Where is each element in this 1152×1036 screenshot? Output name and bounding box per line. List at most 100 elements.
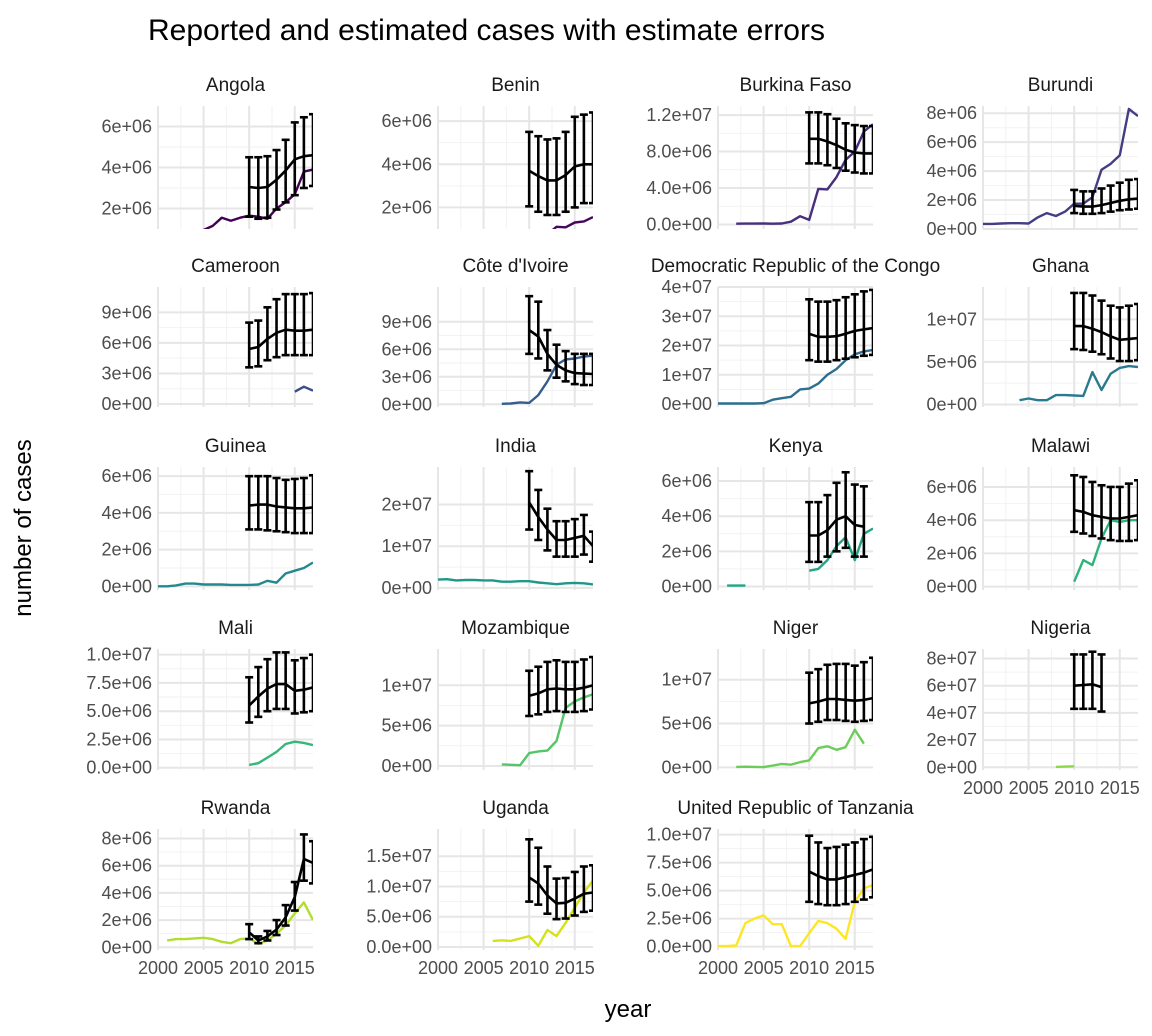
reported-cases-line xyxy=(736,728,865,769)
estimated-cases-line xyxy=(808,696,873,705)
y-tick-label: 1.0e+07 xyxy=(86,645,152,665)
panel-0: 2e+06 4e+06 6e+06 Angola xyxy=(101,75,313,229)
panel-data xyxy=(245,291,313,393)
y-tick-label: 0e+00 xyxy=(926,577,977,597)
panel-15: 0e+00 2e+07 4e+07 6e+07 8e+07 Nigeria 2000 2005… xyxy=(926,618,1139,798)
facet-label: Rwanda xyxy=(201,798,271,819)
x-tick-label: 2005 xyxy=(1009,778,1049,798)
panel-10: 0e+00 2e+06 4e+06 6e+06 Kenya xyxy=(661,436,873,596)
facet-label: Democratic Republic of the Congo xyxy=(651,256,940,277)
y-tick-label: 0e+00 xyxy=(926,219,977,239)
estimated-cases-line xyxy=(248,682,313,707)
y-tick-label: 2e+06 xyxy=(101,540,152,560)
x-tick-label: 2005 xyxy=(744,958,784,978)
facet-label: Burundi xyxy=(1028,75,1094,96)
y-tick-label: 5.0e+06 xyxy=(366,907,432,927)
panel-data xyxy=(438,469,593,586)
y-tick-label: 9e+06 xyxy=(101,302,152,322)
y-tick-label: 2e+06 xyxy=(661,541,712,561)
panel-5: 0e+00 3e+06 6e+06 9e+06 Côte d'Ivoire xyxy=(381,256,593,414)
y-tick-label: 4e+06 xyxy=(101,503,152,523)
estimated-cases-line xyxy=(528,876,593,905)
estimated-cases-line xyxy=(248,857,313,942)
y-tick-label: 5.0e+06 xyxy=(646,881,712,901)
panel-4: 0e+00 3e+06 6e+06 9e+06 Cameroon xyxy=(101,256,313,414)
panel-data xyxy=(718,288,873,405)
y-tick-label: 3e+06 xyxy=(101,363,152,383)
y-tick-label: 6e+06 xyxy=(381,339,432,359)
y-tick-label: 6e+06 xyxy=(661,471,712,491)
y-tick-label: 6e+06 xyxy=(101,333,152,353)
y-tick-label: 0e+00 xyxy=(926,394,977,414)
y-tick-label: 2e+07 xyxy=(661,336,712,356)
reported-cases-line xyxy=(551,216,593,229)
facet-label: Guinea xyxy=(205,436,267,457)
panel-data xyxy=(501,655,593,767)
reported-cases-line xyxy=(718,883,873,948)
reported-cases-line xyxy=(736,123,873,225)
y-tick-label: 4e+06 xyxy=(101,158,152,178)
y-tick-label: 6e+06 xyxy=(101,466,152,486)
y-tick-label: 0e+00 xyxy=(101,937,152,957)
estimated-cases-line xyxy=(809,137,873,155)
y-tick-label: 7.5e+06 xyxy=(86,673,152,693)
panel-data xyxy=(492,837,593,947)
panel-9: 0e+00 1e+07 2e+07 India xyxy=(381,436,593,598)
facet-label: Uganda xyxy=(482,798,549,819)
facet-label: Malawi xyxy=(1031,436,1090,457)
y-tick-label: 0.0e+00 xyxy=(646,214,712,234)
y-tick-label: 8e+06 xyxy=(926,103,977,123)
y-tick-label: 0e+00 xyxy=(101,394,152,414)
y-tick-label: 0.0e+00 xyxy=(366,937,432,957)
reported-cases-line xyxy=(983,107,1138,226)
panel-1: 2e+06 4e+06 6e+06 Benin xyxy=(381,75,593,229)
panel-12: 0.0e+00 2.5e+06 5.0e+06 7.5e+06 1.0e+07 Mali xyxy=(86,618,313,778)
panel-data xyxy=(1055,650,1106,769)
x-axis-title: year xyxy=(605,996,652,1023)
facet-label: Niger xyxy=(773,618,819,639)
y-tick-label: 8e+06 xyxy=(101,829,152,849)
y-tick-label: 4e+07 xyxy=(661,277,712,297)
y-tick-label: 0.0e+00 xyxy=(86,758,152,778)
y-tick-label: 0e+00 xyxy=(661,576,712,596)
panel-data xyxy=(718,834,873,948)
y-tick-label: 2.5e+06 xyxy=(86,729,152,749)
facet-panels: 2e+06 4e+06 6e+06 Angola 2e+06 4e+06 6e+06 Beni… xyxy=(86,75,1139,978)
y-tick-label: 9e+06 xyxy=(381,312,432,332)
x-tick-label: 2000 xyxy=(418,958,458,978)
reported-cases-line xyxy=(1055,765,1075,769)
panel-data xyxy=(501,294,593,405)
facet-label: Mali xyxy=(218,618,253,639)
reported-cases-line xyxy=(501,693,593,767)
panel-data xyxy=(158,473,313,588)
x-tick-label: 2000 xyxy=(138,958,178,978)
y-tick-label: 3e+06 xyxy=(381,367,432,387)
estimated-cases-line xyxy=(528,501,593,548)
panel-7: 0e+00 5e+06 1e+07 Ghana xyxy=(926,256,1138,414)
estimated-cases-line xyxy=(808,326,873,339)
reported-cases-line xyxy=(158,561,313,588)
facet-label: Côte d'Ivoire xyxy=(462,256,568,277)
y-tick-label: 5.0e+06 xyxy=(86,701,152,721)
estimated-cases-line xyxy=(1074,683,1102,689)
estimated-cases-line xyxy=(528,329,593,376)
panel-14: 0e+00 5e+06 1e+07 Niger xyxy=(661,618,873,777)
y-tick-label: 6e+06 xyxy=(381,111,432,131)
panel-2: 0.0e+00 4.0e+06 8.0e+06 1.2e+07 Burkina Faso xyxy=(646,75,873,234)
reported-cases-line xyxy=(1019,364,1138,402)
y-tick-label: 0e+00 xyxy=(926,757,977,777)
estimated-cases-line xyxy=(1074,197,1138,208)
x-tick-label: 2010 xyxy=(1054,778,1094,798)
panel-data xyxy=(983,107,1138,226)
y-tick-label: 6e+06 xyxy=(101,856,152,876)
y-tick-label: 2e+06 xyxy=(926,190,977,210)
x-tick-label: 2015 xyxy=(555,958,595,978)
facet-label: Nigeria xyxy=(1030,618,1091,639)
facet-label: Angola xyxy=(206,75,266,96)
y-tick-label: 1.5e+07 xyxy=(366,846,432,866)
estimated-cases-line xyxy=(808,868,873,881)
panel-18: 0.0e+00 2.5e+06 5.0e+06 7.5e+06 1.0e+07 Unite… xyxy=(646,798,914,978)
estimated-cases-line xyxy=(249,503,313,510)
chart-title: Reported and estimated cases with estima… xyxy=(148,14,825,47)
